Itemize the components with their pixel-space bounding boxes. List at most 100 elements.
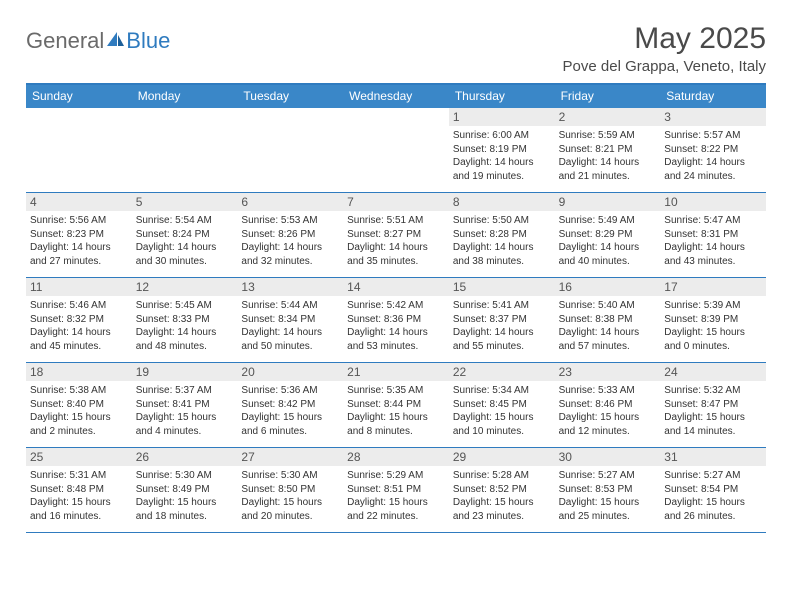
daylight-text: and 25 minutes. (559, 510, 657, 524)
daylight-text: and 53 minutes. (347, 340, 445, 354)
sunset-text: Sunset: 8:44 PM (347, 398, 445, 412)
day-number: 2 (555, 108, 661, 126)
sunset-text: Sunset: 8:31 PM (664, 228, 762, 242)
daylight-text: Daylight: 14 hours (453, 241, 551, 255)
day-cell: 5Sunrise: 5:54 AMSunset: 8:24 PMDaylight… (132, 193, 238, 277)
daylight-text: Daylight: 14 hours (136, 241, 234, 255)
week-row: 4Sunrise: 5:56 AMSunset: 8:23 PMDaylight… (26, 193, 766, 278)
day-cell: 21Sunrise: 5:35 AMSunset: 8:44 PMDayligh… (343, 363, 449, 447)
daylight-text: and 45 minutes. (30, 340, 128, 354)
daylight-text: and 22 minutes. (347, 510, 445, 524)
day-number: 3 (660, 108, 766, 126)
daylight-text: and 18 minutes. (136, 510, 234, 524)
day-number: 23 (555, 363, 661, 381)
sunset-text: Sunset: 8:36 PM (347, 313, 445, 327)
day-cell: 2Sunrise: 5:59 AMSunset: 8:21 PMDaylight… (555, 108, 661, 192)
day-number: 17 (660, 278, 766, 296)
sunrise-text: Sunrise: 5:42 AM (347, 299, 445, 313)
sunrise-text: Sunrise: 5:47 AM (664, 214, 762, 228)
day-cell: 10Sunrise: 5:47 AMSunset: 8:31 PMDayligh… (660, 193, 766, 277)
day-number: 27 (237, 448, 343, 466)
sunrise-text: Sunrise: 5:57 AM (664, 129, 762, 143)
sunrise-text: Sunrise: 5:30 AM (241, 469, 339, 483)
day-number: 16 (555, 278, 661, 296)
page-title: May 2025 (563, 22, 766, 56)
daylight-text: and 32 minutes. (241, 255, 339, 269)
day-cell: 13Sunrise: 5:44 AMSunset: 8:34 PMDayligh… (237, 278, 343, 362)
day-cell: 11 Sunrise: 5:46 AMSunset: 8:32 PMDayligh… (26, 278, 132, 362)
daylight-text: and 10 minutes. (453, 425, 551, 439)
day-cell (237, 108, 343, 192)
sunset-text: Sunset: 8:45 PM (453, 398, 551, 412)
day-cell: 9Sunrise: 5:49 AMSunset: 8:29 PMDaylight… (555, 193, 661, 277)
day-number: 20 (237, 363, 343, 381)
daylight-text: Daylight: 15 hours (241, 496, 339, 510)
day-number: 28 (343, 448, 449, 466)
daylight-text: and 12 minutes. (559, 425, 657, 439)
daylight-text: Daylight: 14 hours (453, 326, 551, 340)
day-number: 14 (343, 278, 449, 296)
day-cell: 18Sunrise: 5:38 AMSunset: 8:40 PMDayligh… (26, 363, 132, 447)
daylight-text: and 19 minutes. (453, 170, 551, 184)
day-cell (343, 108, 449, 192)
weekday-header: Sunday (26, 85, 132, 108)
day-number: 31 (660, 448, 766, 466)
daylight-text: and 57 minutes. (559, 340, 657, 354)
weekday-header: Saturday (660, 85, 766, 108)
sunrise-text: Sunrise: 5:28 AM (453, 469, 551, 483)
daylight-text: Daylight: 15 hours (347, 411, 445, 425)
sunrise-text: Sunrise: 5:49 AM (559, 214, 657, 228)
sunrise-text: Sunrise: 5:50 AM (453, 214, 551, 228)
sunrise-text: Sunrise: 6:00 AM (453, 129, 551, 143)
day-number: 26 (132, 448, 238, 466)
sunset-text: Sunset: 8:52 PM (453, 483, 551, 497)
daylight-text: and 38 minutes. (453, 255, 551, 269)
day-cell: 1Sunrise: 6:00 AMSunset: 8:19 PMDaylight… (449, 108, 555, 192)
sunset-text: Sunset: 8:29 PM (559, 228, 657, 242)
daylight-text: and 55 minutes. (453, 340, 551, 354)
daylight-text: and 30 minutes. (136, 255, 234, 269)
daylight-text: Daylight: 14 hours (347, 241, 445, 255)
day-cell: 17Sunrise: 5:39 AMSunset: 8:39 PMDayligh… (660, 278, 766, 362)
day-number: 11 (26, 278, 132, 296)
daylight-text: Daylight: 14 hours (136, 326, 234, 340)
page-subtitle: Pove del Grappa, Veneto, Italy (563, 58, 766, 75)
day-cell: 4Sunrise: 5:56 AMSunset: 8:23 PMDaylight… (26, 193, 132, 277)
day-number: 15 (449, 278, 555, 296)
day-cell (26, 108, 132, 192)
sunset-text: Sunset: 8:41 PM (136, 398, 234, 412)
sunrise-text: Sunrise: 5:46 AM (30, 299, 128, 313)
week-row: 11Sunrise: 5:46 AMSunset: 8:32 PMDayligh… (26, 278, 766, 363)
day-number: 12 (132, 278, 238, 296)
sunset-text: Sunset: 8:54 PM (664, 483, 762, 497)
sunrise-text: Sunrise: 5:51 AM (347, 214, 445, 228)
daylight-text: Daylight: 14 hours (30, 326, 128, 340)
sunrise-text: Sunrise: 5:27 AM (664, 469, 762, 483)
sunrise-text: Sunrise: 5:54 AM (136, 214, 234, 228)
sunset-text: Sunset: 8:32 PM (30, 313, 128, 327)
sunset-text: Sunset: 8:23 PM (30, 228, 128, 242)
day-cell: 12Sunrise: 5:45 AMSunset: 8:33 PMDayligh… (132, 278, 238, 362)
day-cell: 28Sunrise: 5:29 AMSunset: 8:51 PMDayligh… (343, 448, 449, 532)
daylight-text: Daylight: 14 hours (559, 326, 657, 340)
day-cell: 27Sunrise: 5:30 AMSunset: 8:50 PMDayligh… (237, 448, 343, 532)
day-cell: 30Sunrise: 5:27 AMSunset: 8:53 PMDayligh… (555, 448, 661, 532)
day-cell: 3Sunrise: 5:57 AMSunset: 8:22 PMDaylight… (660, 108, 766, 192)
daylight-text: Daylight: 15 hours (559, 411, 657, 425)
week-row: 18Sunrise: 5:38 AMSunset: 8:40 PMDayligh… (26, 363, 766, 448)
sunset-text: Sunset: 8:33 PM (136, 313, 234, 327)
sunset-text: Sunset: 8:22 PM (664, 143, 762, 157)
sunset-text: Sunset: 8:53 PM (559, 483, 657, 497)
daylight-text: Daylight: 14 hours (30, 241, 128, 255)
sunrise-text: Sunrise: 5:27 AM (559, 469, 657, 483)
day-number: 1 (449, 108, 555, 126)
daylight-text: Daylight: 15 hours (136, 496, 234, 510)
calendar-grid: SundayMondayTuesdayWednesdayThursdayFrid… (26, 83, 766, 533)
day-number: 19 (132, 363, 238, 381)
day-number: 22 (449, 363, 555, 381)
weekday-header: Friday (555, 85, 661, 108)
sunrise-text: Sunrise: 5:53 AM (241, 214, 339, 228)
day-cell: 6Sunrise: 5:53 AMSunset: 8:26 PMDaylight… (237, 193, 343, 277)
sunset-text: Sunset: 8:39 PM (664, 313, 762, 327)
sunset-text: Sunset: 8:48 PM (30, 483, 128, 497)
